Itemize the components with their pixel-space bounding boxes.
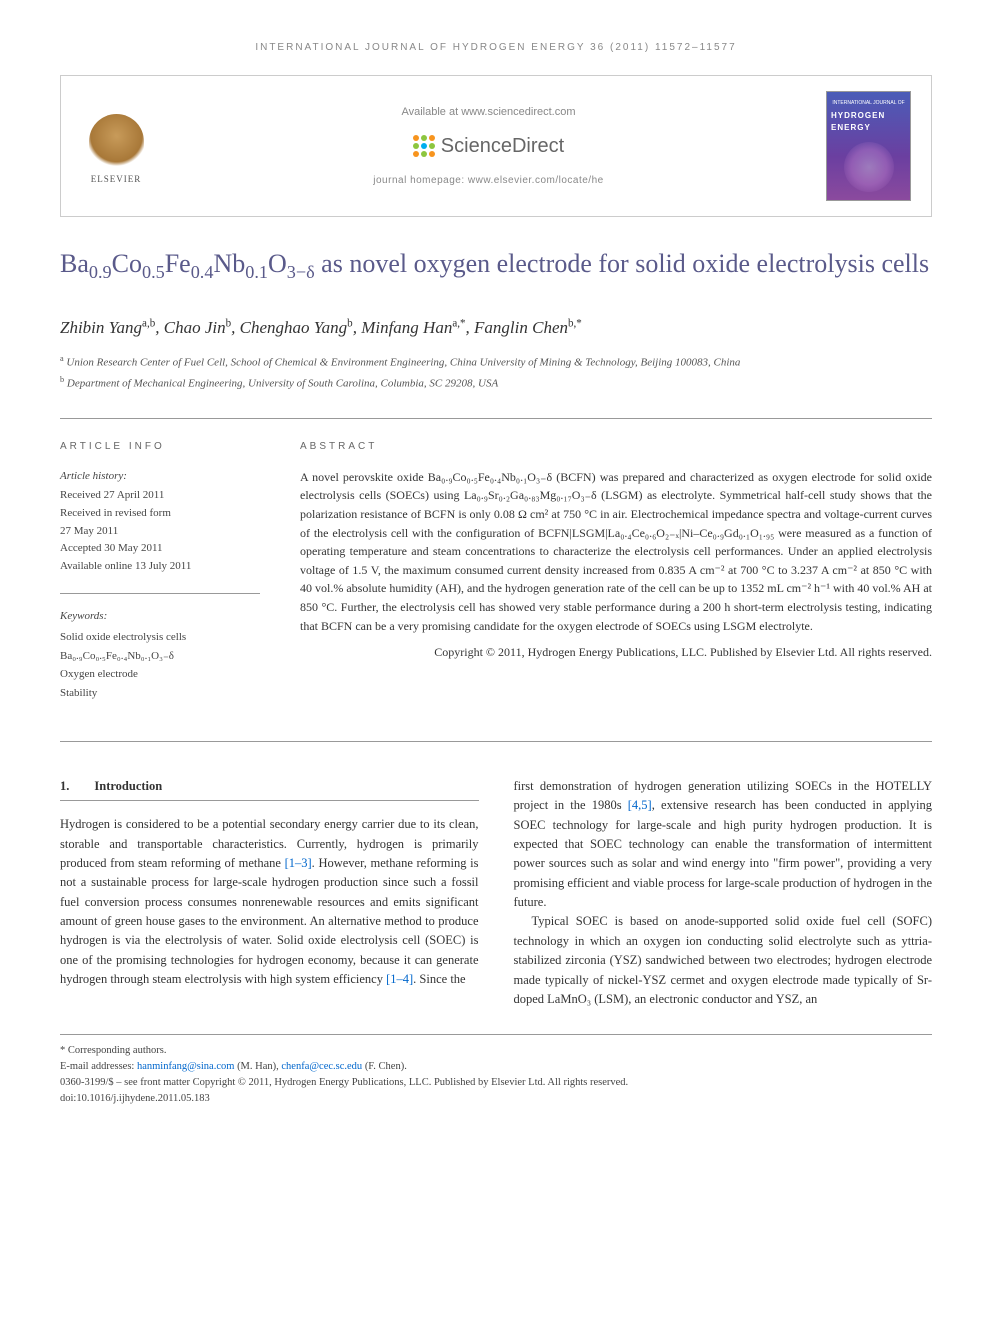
page-footer: * Corresponding authors. E-mail addresse… (60, 1034, 932, 1106)
affiliation: b Department of Mechanical Engineering, … (60, 373, 932, 393)
abstract-header: ABSTRACT (300, 439, 932, 454)
article-title: Ba0.9Co0.5Fe0.4Nb0.1O3−δ as novel oxygen… (60, 247, 932, 285)
keyword: Solid oxide electrolysis cells (60, 628, 260, 647)
cover-title: HYDROGEN ENERGY (831, 110, 906, 134)
author: Chao Jinb (164, 318, 231, 337)
cover-subtitle: INTERNATIONAL JOURNAL OF (832, 100, 904, 108)
body-column-right: first demonstration of hydrogen generati… (514, 777, 933, 1010)
affiliation: a Union Research Center of Fuel Cell, Sc… (60, 352, 932, 372)
author-list: Zhibin Yanga,b, Chao Jinb, Chenghao Yang… (60, 315, 932, 341)
sd-dot-icon (429, 135, 435, 141)
running-header: INTERNATIONAL JOURNAL OF HYDROGEN ENERGY… (60, 40, 932, 55)
sciencedirect-logo[interactable]: ScienceDirect (171, 131, 806, 161)
sd-dot-icon (421, 151, 427, 157)
journal-homepage-text: journal homepage: www.elsevier.com/locat… (171, 173, 806, 188)
body-column-left: 1.Introduction Hydrogen is considered to… (60, 777, 479, 1010)
sd-dot-icon (429, 151, 435, 157)
sd-dot-icon (413, 151, 419, 157)
email-link[interactable]: chenfa@cec.sc.edu (281, 1061, 362, 1072)
keyword: Oxygen electrode (60, 665, 260, 684)
abstract-copyright: Copyright © 2011, Hydrogen Energy Public… (300, 643, 932, 662)
corresponding-authors-note: * Corresponding authors. (60, 1043, 932, 1059)
article-info-sidebar: ARTICLE INFO Article history: Received 2… (60, 439, 260, 721)
history-line: Received 27 April 2011 (60, 487, 260, 505)
affiliations: a Union Research Center of Fuel Cell, Sc… (60, 352, 932, 393)
intro-paragraph-1-cont: first demonstration of hydrogen generati… (514, 777, 933, 913)
keywords-label: Keywords: (60, 608, 260, 626)
ref-link[interactable]: [4,5] (628, 798, 652, 812)
history-label: Article history: (60, 468, 260, 486)
ref-link[interactable]: [1–3] (285, 856, 312, 870)
journal-cover-thumbnail: INTERNATIONAL JOURNAL OF HYDROGEN ENERGY (826, 91, 911, 201)
sd-dot-icon (413, 135, 419, 141)
sd-dot-icon (421, 135, 427, 141)
keyword: Stability (60, 684, 260, 703)
doi-line: doi:10.1016/j.ijhydene.2011.05.183 (60, 1091, 932, 1107)
article-info-header: ARTICLE INFO (60, 439, 260, 454)
author: Chenghao Yangb (240, 318, 353, 337)
available-at-text: Available at www.sciencedirect.com (171, 104, 806, 121)
issn-copyright-line: 0360-3199/$ – see front matter Copyright… (60, 1075, 932, 1091)
intro-paragraph-2: Typical SOEC is based on anode-supported… (514, 912, 933, 1009)
elsevier-tree-icon (89, 114, 144, 169)
email-line: E-mail addresses: hanminfang@sina.com (M… (60, 1059, 932, 1075)
keyword: Ba₀.₉Co₀.₅Fe₀.₄Nb₀.₁O₃₋δ (60, 647, 260, 666)
history-line: Accepted 30 May 2011 (60, 540, 260, 558)
elsevier-logo: ELSEVIER (81, 106, 151, 186)
cover-graphic-icon (844, 142, 894, 192)
ref-link[interactable]: [1–4] (386, 972, 413, 986)
sd-dot-icon (421, 143, 427, 149)
email-link[interactable]: hanminfang@sina.com (137, 1061, 234, 1072)
history-line: Available online 13 July 2011 (60, 558, 260, 576)
author: Fanglin Chenb,* (474, 318, 582, 337)
elsevier-text: ELSEVIER (91, 173, 142, 187)
section-heading-intro: 1.Introduction (60, 777, 479, 801)
author: Zhibin Yanga,b (60, 318, 155, 337)
abstract-body: A novel perovskite oxide Ba₀.₉Co₀.₅Fe₀.₄… (300, 468, 932, 635)
publisher-banner: ELSEVIER Available at www.sciencedirect.… (60, 75, 932, 217)
author: Minfang Hana,* (361, 318, 465, 337)
intro-paragraph-1: Hydrogen is considered to be a potential… (60, 815, 479, 989)
history-line: Received in revised form (60, 505, 260, 523)
sd-dot-icon (429, 143, 435, 149)
sciencedirect-text: ScienceDirect (441, 131, 564, 161)
sd-dot-icon (413, 143, 419, 149)
sd-dots-icon (413, 135, 435, 157)
history-line: 27 May 2011 (60, 523, 260, 541)
abstract-column: ABSTRACT A novel perovskite oxide Ba₀.₉C… (300, 439, 932, 721)
